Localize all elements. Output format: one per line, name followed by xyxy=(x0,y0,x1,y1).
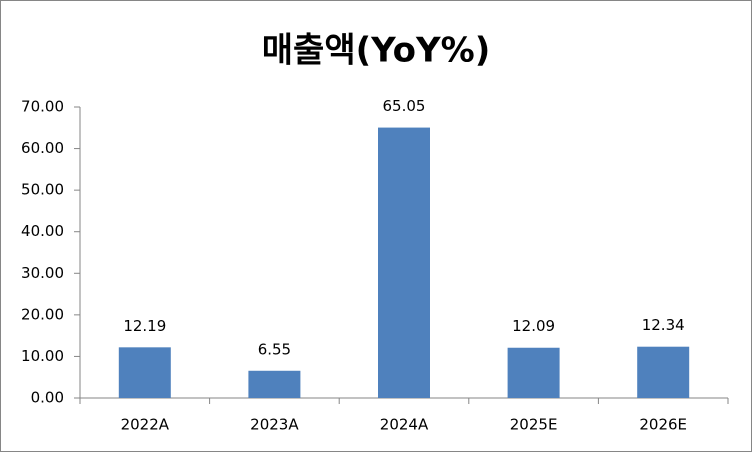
data-label: 12.09 xyxy=(512,317,555,335)
data-label: 12.34 xyxy=(642,316,685,334)
y-tick-label: 10.00 xyxy=(21,347,64,365)
bar xyxy=(248,370,301,398)
chart-title: 매출액(YoY%) xyxy=(262,31,490,71)
y-tick-label: 0.00 xyxy=(31,389,64,407)
y-tick-label: 50.00 xyxy=(21,181,64,199)
y-tick-label: 70.00 xyxy=(21,98,64,116)
x-tick-label: 2024A xyxy=(380,416,429,434)
x-tick-label: 2023A xyxy=(250,416,299,434)
bar xyxy=(118,347,171,398)
y-tick-label: 30.00 xyxy=(21,264,64,282)
bar xyxy=(637,346,690,398)
data-label: 65.05 xyxy=(383,97,426,115)
y-tick-label: 20.00 xyxy=(21,305,64,323)
data-label: 6.55 xyxy=(258,340,291,358)
data-label: 12.19 xyxy=(123,317,166,335)
y-tick-label: 60.00 xyxy=(21,139,64,157)
bar xyxy=(378,127,430,399)
x-tick-label: 2022A xyxy=(121,416,170,434)
x-tick-label: 2025E xyxy=(510,416,558,434)
x-tick-label: 2026E xyxy=(639,416,687,434)
y-tick-label: 40.00 xyxy=(21,222,64,240)
bar xyxy=(507,347,560,398)
